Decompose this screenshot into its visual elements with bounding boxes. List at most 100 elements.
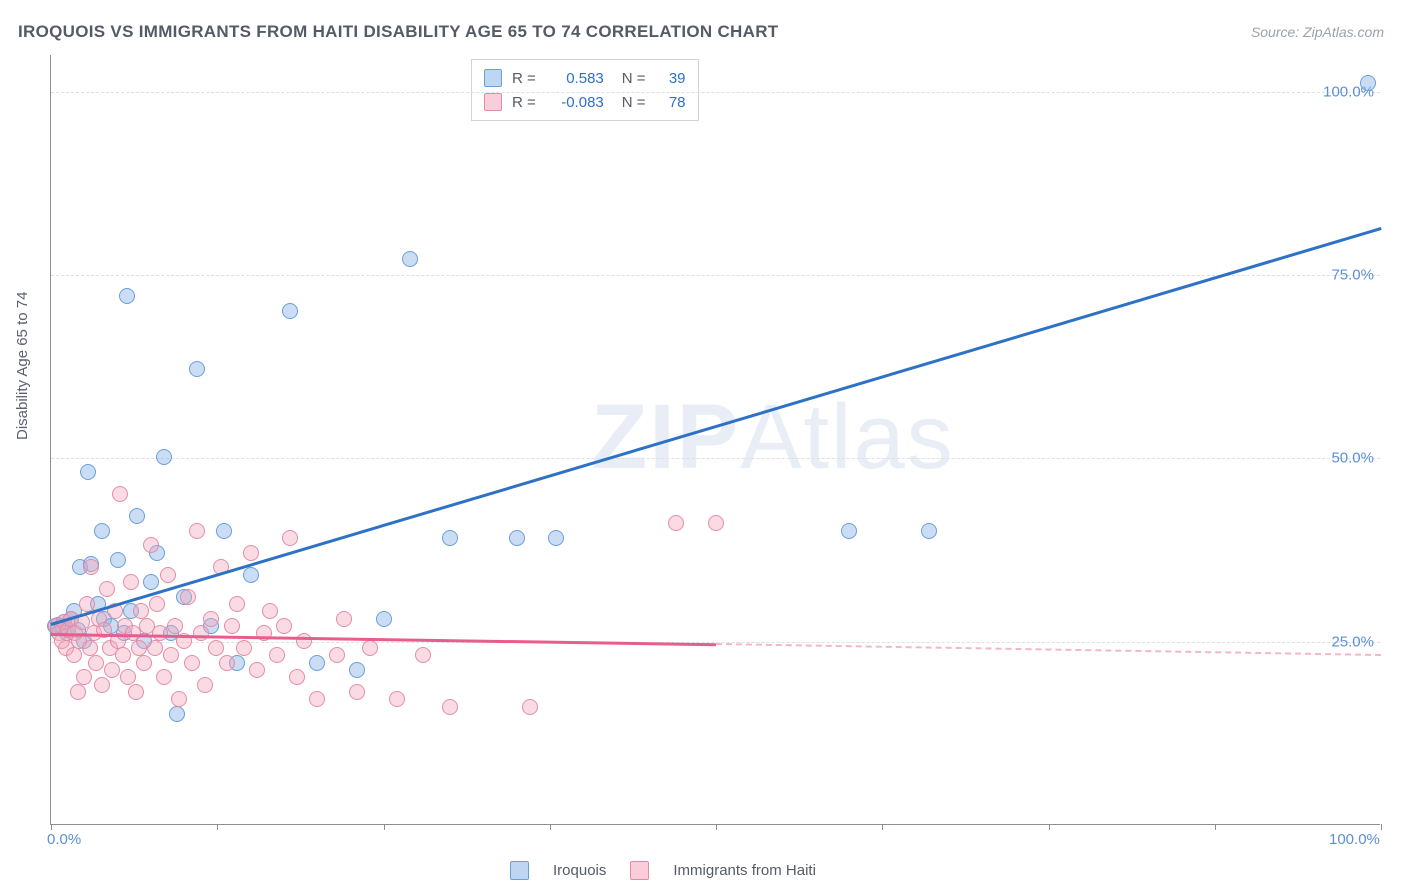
x-tick xyxy=(384,824,385,830)
data-point xyxy=(309,691,325,707)
data-point xyxy=(362,640,378,656)
data-point xyxy=(522,699,538,715)
data-point xyxy=(193,625,209,641)
data-point xyxy=(94,523,110,539)
data-point xyxy=(110,552,126,568)
legend-label: Immigrants from Haiti xyxy=(673,862,816,879)
data-point xyxy=(143,537,159,553)
data-point xyxy=(921,523,937,539)
y-axis-title: Disability Age 65 to 74 xyxy=(14,292,31,440)
y-tick-label: 75.0% xyxy=(1331,267,1374,284)
legend-n-label: N = xyxy=(622,94,646,111)
swatch-blue-icon xyxy=(510,861,529,880)
data-point xyxy=(88,655,104,671)
data-point xyxy=(152,625,168,641)
data-point xyxy=(180,589,196,605)
data-point xyxy=(66,647,82,663)
data-point xyxy=(147,640,163,656)
data-point xyxy=(224,618,240,634)
data-point xyxy=(376,611,392,627)
legend-r-label: R = xyxy=(512,94,536,111)
x-tick xyxy=(1215,824,1216,830)
data-point xyxy=(76,669,92,685)
data-point xyxy=(80,464,96,480)
data-point xyxy=(184,655,200,671)
series-legend: Iroquois Immigrants from Haiti xyxy=(510,861,816,880)
data-point xyxy=(197,677,213,693)
data-point xyxy=(131,640,147,656)
data-point xyxy=(167,618,183,634)
scatter-plot-area: ZIPAtlas R = 0.583 N = 39 R = -0.083 N =… xyxy=(50,55,1380,825)
legend-n-label: N = xyxy=(622,70,646,87)
data-point xyxy=(442,699,458,715)
data-point xyxy=(262,603,278,619)
data-point xyxy=(143,574,159,590)
x-tick-label: 0.0% xyxy=(47,831,81,848)
data-point xyxy=(329,647,345,663)
data-point xyxy=(442,530,458,546)
data-point xyxy=(219,655,235,671)
data-point xyxy=(119,288,135,304)
data-point xyxy=(112,486,128,502)
data-point xyxy=(402,251,418,267)
data-point xyxy=(156,669,172,685)
legend-r-value: -0.083 xyxy=(546,94,604,111)
source-attribution: Source: ZipAtlas.com xyxy=(1251,24,1384,40)
x-tick xyxy=(1381,824,1382,830)
x-tick xyxy=(882,824,883,830)
data-point xyxy=(133,603,149,619)
data-point xyxy=(389,691,405,707)
swatch-blue-icon xyxy=(484,69,502,87)
x-tick xyxy=(1049,824,1050,830)
legend-n-value: 78 xyxy=(656,94,686,111)
trend-line xyxy=(51,227,1382,626)
data-point xyxy=(509,530,525,546)
data-point xyxy=(841,523,857,539)
gridline xyxy=(51,458,1380,459)
data-point xyxy=(276,618,292,634)
data-point xyxy=(289,669,305,685)
legend-row-iroquois: R = 0.583 N = 39 xyxy=(484,66,686,90)
data-point xyxy=(349,684,365,700)
data-point xyxy=(668,515,684,531)
data-point xyxy=(1360,75,1376,91)
data-point xyxy=(123,574,139,590)
y-tick-label: 50.0% xyxy=(1331,450,1374,467)
data-point xyxy=(415,647,431,663)
data-point xyxy=(169,706,185,722)
data-point xyxy=(243,567,259,583)
data-point xyxy=(82,640,98,656)
data-point xyxy=(70,684,86,700)
y-tick-label: 25.0% xyxy=(1331,633,1374,650)
data-point xyxy=(160,567,176,583)
data-point xyxy=(163,647,179,663)
x-tick xyxy=(217,824,218,830)
data-point xyxy=(708,515,724,531)
legend-n-value: 39 xyxy=(656,70,686,87)
watermark: ZIPAtlas xyxy=(591,385,955,490)
x-tick-label: 100.0% xyxy=(1329,831,1380,848)
legend-label: Iroquois xyxy=(553,862,606,879)
data-point xyxy=(94,677,110,693)
gridline xyxy=(51,275,1380,276)
data-point xyxy=(336,611,352,627)
data-point xyxy=(282,530,298,546)
correlation-legend: R = 0.583 N = 39 R = -0.083 N = 78 xyxy=(471,59,699,121)
data-point xyxy=(171,691,187,707)
swatch-pink-icon xyxy=(484,93,502,111)
data-point xyxy=(128,684,144,700)
data-point xyxy=(83,559,99,575)
data-point xyxy=(189,361,205,377)
swatch-pink-icon xyxy=(630,861,649,880)
legend-row-haiti: R = -0.083 N = 78 xyxy=(484,90,686,114)
data-point xyxy=(189,523,205,539)
data-point xyxy=(309,655,325,671)
data-point xyxy=(149,596,165,612)
x-tick xyxy=(716,824,717,830)
data-point xyxy=(99,581,115,597)
data-point xyxy=(229,596,245,612)
data-point xyxy=(129,508,145,524)
legend-r-label: R = xyxy=(512,70,536,87)
data-point xyxy=(296,633,312,649)
data-point xyxy=(282,303,298,319)
